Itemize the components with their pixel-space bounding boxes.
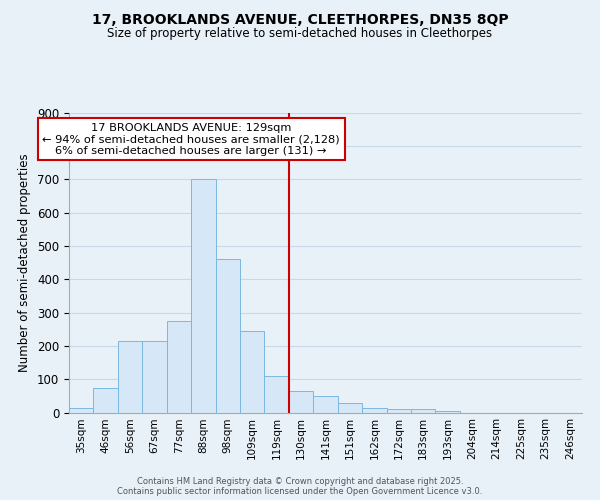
Bar — [191, 179, 215, 412]
Text: 17, BROOKLANDS AVENUE, CLEETHORPES, DN35 8QP: 17, BROOKLANDS AVENUE, CLEETHORPES, DN35… — [92, 12, 508, 26]
Bar — [240, 331, 265, 412]
Bar — [313, 396, 338, 412]
Bar — [338, 402, 362, 412]
Bar — [386, 409, 411, 412]
Bar — [289, 391, 313, 412]
Bar — [411, 409, 436, 412]
Bar — [436, 411, 460, 412]
Bar — [118, 341, 142, 412]
Bar — [142, 341, 167, 412]
Bar — [94, 388, 118, 412]
Bar — [215, 259, 240, 412]
Bar — [265, 376, 289, 412]
Text: Contains HM Land Registry data © Crown copyright and database right 2025.
Contai: Contains HM Land Registry data © Crown c… — [118, 476, 482, 496]
Bar — [69, 408, 94, 412]
Y-axis label: Number of semi-detached properties: Number of semi-detached properties — [19, 153, 31, 372]
Bar — [167, 321, 191, 412]
Bar — [362, 408, 386, 412]
Text: 17 BROOKLANDS AVENUE: 129sqm
← 94% of semi-detached houses are smaller (2,128)
6: 17 BROOKLANDS AVENUE: 129sqm ← 94% of se… — [43, 122, 340, 156]
Text: Size of property relative to semi-detached houses in Cleethorpes: Size of property relative to semi-detach… — [107, 28, 493, 40]
